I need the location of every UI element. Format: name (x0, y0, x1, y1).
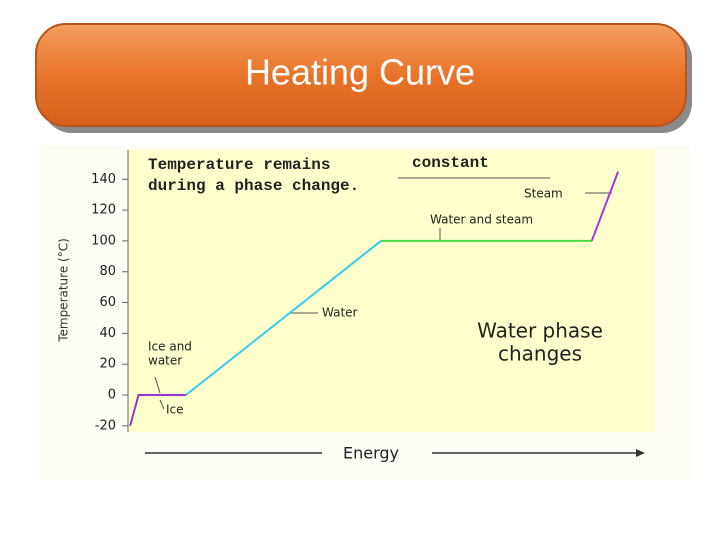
phase-label: water (148, 354, 182, 368)
phase-label: Ice and (148, 340, 192, 354)
statement-text: during a phase change. (148, 177, 359, 195)
arrow-head (636, 449, 645, 457)
chart-title: Heating Curve (245, 52, 475, 93)
phase-label: Steam (524, 187, 563, 201)
y-tick-label: 0 (108, 388, 116, 403)
y-tick-label: 120 (91, 203, 116, 218)
x-axis-label: Energy (343, 444, 399, 463)
curve-segment (129, 394, 186, 427)
y-tick-label: 40 (99, 326, 116, 341)
statement-text: Temperature remains (148, 156, 330, 174)
y-axis-label: Temperature (°C) (57, 238, 71, 343)
phase-label: Water (322, 306, 358, 320)
curve-segment (590, 171, 620, 242)
phase-label: Water and steam (430, 213, 533, 227)
caption: changes (498, 342, 582, 366)
y-tick-label: 80 (99, 264, 116, 279)
y-tick-label: 100 (91, 233, 116, 248)
caption: Water phase (477, 319, 603, 343)
y-tick-label: 60 (99, 295, 116, 310)
leader-lines (154, 177, 612, 410)
plot-area (128, 150, 655, 432)
y-tick-label: 20 (99, 357, 116, 372)
y-tick-label: 140 (91, 172, 116, 187)
statement-blank: constant (412, 154, 489, 172)
y-tick-label: -20 (95, 418, 116, 433)
phase-label: Ice (166, 403, 184, 417)
curve-segment (185, 240, 382, 396)
banner (35, 23, 687, 127)
